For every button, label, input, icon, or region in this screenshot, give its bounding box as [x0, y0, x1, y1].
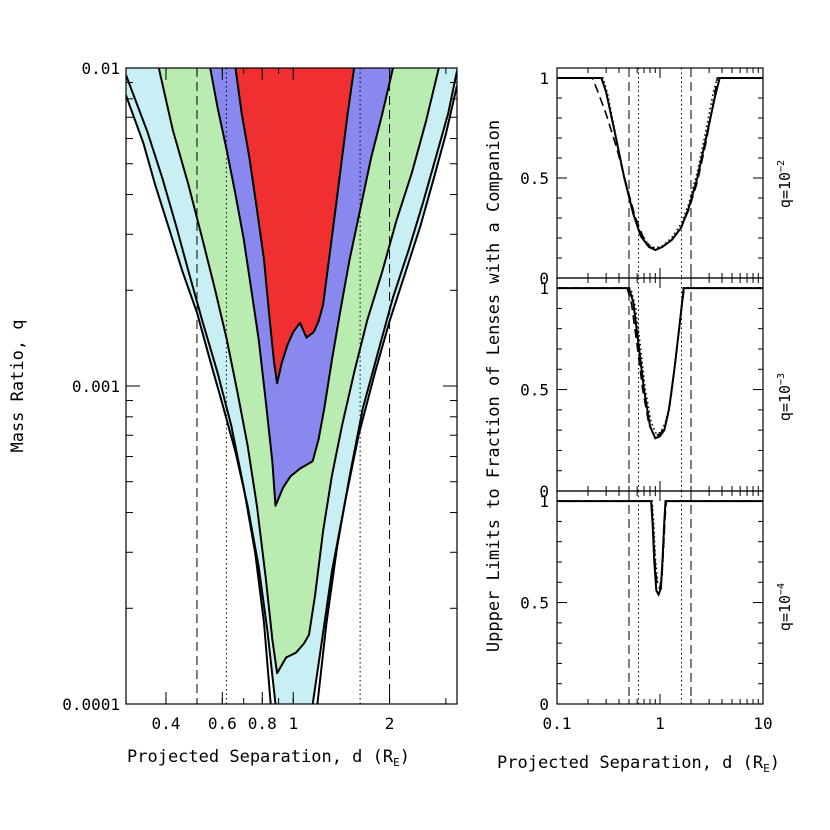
left-panel: 0.4 0.6 0.8 1 2 0.0001 0.001 0.01	[62, 59, 458, 733]
subpanel-label-q2: q=10−2	[776, 160, 794, 208]
right-ytick-label: 0	[539, 695, 549, 714]
right-ytick-label: 1	[539, 279, 549, 298]
series-solid	[557, 77, 763, 252]
left-ytick-label: 0.0001	[62, 695, 120, 714]
right-xtick-label: 10	[753, 714, 772, 733]
left-xtick-label: 0.8	[248, 714, 277, 733]
left-xtick-label: 0.6	[208, 714, 237, 733]
outer-curve-0	[126, 74, 272, 704]
right-ytick-label: 0.5	[520, 169, 549, 188]
right-ylabel: Uppper Limits to Fraction of Lenses with…	[484, 120, 504, 652]
series-dashed	[557, 287, 763, 438]
series-dotted	[557, 287, 763, 436]
right-xtick-label: 1	[655, 714, 665, 733]
right-ytick-label: 1	[539, 69, 549, 88]
right-xlabel-sub: E	[763, 762, 770, 775]
left-ylabel: Mass Ratio, q	[8, 319, 28, 452]
subpanel-label-q4-sup: −4	[776, 583, 787, 595]
series-dotted	[557, 500, 763, 586]
left-plot-area	[126, 68, 457, 704]
right-ytick-label: 0	[539, 482, 549, 501]
left-xlabel-sub: E	[393, 756, 400, 769]
subpanel-frame	[556, 490, 764, 705]
region-3-right-boundary	[312, 68, 356, 333]
left-xtick-label: 0.4	[152, 714, 181, 733]
right-xtick-label: 0.1	[543, 714, 572, 733]
right-xlabel-close: )	[770, 753, 780, 773]
left-xtick-label: 2	[385, 714, 395, 733]
subpanel-frame	[556, 67, 764, 279]
region-0-right-boundary	[311, 85, 457, 704]
region-1-right-boundary	[303, 68, 440, 644]
region-1-left-boundary	[157, 68, 305, 675]
right-xlabel: Projected Separation, d (RE)	[497, 753, 780, 775]
region-3-left-boundary	[234, 68, 315, 385]
series-solid	[557, 287, 763, 440]
subpanel-2: 00.51	[520, 490, 764, 714]
series-dashed	[557, 500, 763, 590]
subpanel-0: 00.51	[520, 67, 764, 288]
subpanel-frame	[556, 277, 764, 492]
left-ytick-label: 0.001	[72, 377, 120, 396]
series-solid	[557, 500, 763, 597]
right-ytick-label: 0.5	[520, 381, 549, 400]
subpanel-label-q2-sup: −2	[776, 160, 787, 172]
left-ytick-label: 0.01	[81, 59, 120, 78]
subpanel-label-q3-sup: −3	[776, 373, 787, 385]
series-dotted	[557, 77, 763, 249]
left-xlabel-close: )	[400, 747, 410, 767]
right-ytick-label: 0.5	[520, 594, 549, 613]
series-dashed	[557, 77, 763, 250]
subpanel-label-q3: q=10−3	[776, 373, 794, 421]
right-ytick-label: 0	[539, 269, 549, 288]
region-2-right-boundary	[311, 68, 394, 462]
region-2-left-boundary	[209, 68, 314, 507]
region-0-left-boundary	[126, 95, 277, 704]
outer-curve-1	[316, 70, 457, 704]
right-ytick-label: 1	[539, 492, 549, 511]
region-3	[235, 68, 355, 384]
left-xlabel: Projected Separation, d (RE)	[127, 747, 410, 769]
left-xtick-label: 1	[288, 714, 298, 733]
subpanel-label-q4: q=10−4	[776, 583, 794, 631]
subpanel-1: 00.51	[520, 277, 764, 501]
